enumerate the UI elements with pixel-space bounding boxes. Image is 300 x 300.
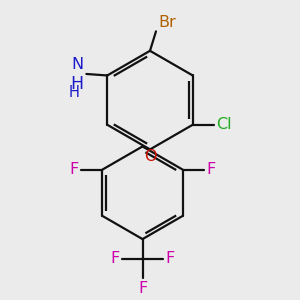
Text: F: F	[138, 281, 147, 296]
Text: N: N	[71, 58, 83, 73]
Text: F: F	[70, 162, 79, 177]
Text: F: F	[166, 251, 175, 266]
Text: Br: Br	[158, 15, 176, 30]
Text: F: F	[110, 251, 119, 266]
Text: H: H	[69, 85, 80, 100]
Text: F: F	[206, 162, 215, 177]
Text: H: H	[70, 76, 83, 94]
Text: Cl: Cl	[216, 117, 232, 132]
Text: O: O	[144, 149, 157, 164]
